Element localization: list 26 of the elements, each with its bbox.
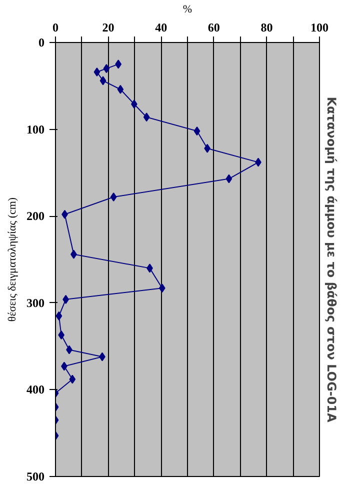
y-tick-label: 100 <box>26 122 44 136</box>
y-tick-label: 0 <box>38 36 44 50</box>
y-axis-title: θέσεις δειγματοληψίας (cm) <box>6 197 18 322</box>
x-tick-label: 20 <box>102 20 114 34</box>
point <box>143 112 150 122</box>
point <box>56 311 62 320</box>
point <box>226 174 232 184</box>
point <box>194 126 200 136</box>
y-tick-label: 500 <box>26 470 44 484</box>
x-tick-label: 60 <box>208 20 220 34</box>
y-tick-label: 200 <box>26 209 44 224</box>
point <box>100 76 106 86</box>
x-tick-label: 0 <box>52 20 58 34</box>
point <box>69 374 76 384</box>
point <box>94 68 100 77</box>
y-tick-label: 300 <box>26 296 44 310</box>
point <box>117 84 124 94</box>
point <box>103 64 110 74</box>
point <box>158 284 166 293</box>
y-tick-label: 400 <box>26 382 44 397</box>
point <box>110 192 117 202</box>
x-tick-label: 100 <box>310 20 328 34</box>
text: Κατανομή της άμμου με το βάθος στον LOG-01A <box>324 96 338 423</box>
x-tick-label: 80 <box>260 20 273 34</box>
x-tick-label: 40 <box>155 20 168 34</box>
x-axis-title: % <box>182 4 192 16</box>
